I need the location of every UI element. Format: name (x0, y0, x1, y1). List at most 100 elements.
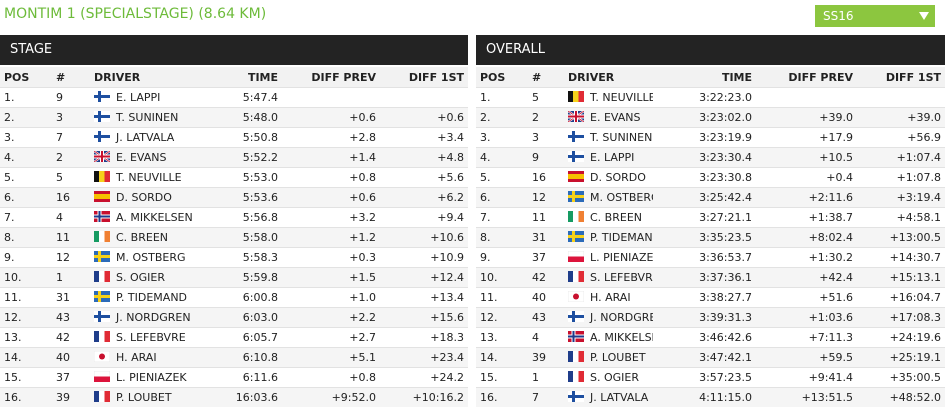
flag-icon (568, 231, 584, 242)
driver-name: E. LAPPI (116, 91, 161, 104)
diff-prev: +51.6 (756, 287, 857, 308)
driver-name: J. NORDGREN (116, 311, 191, 324)
result-row: 10. 1 S. OGIER 5:59.8 +1.5 +12.4 (0, 267, 468, 288)
flag-icon (568, 371, 584, 382)
driver-cell: J. LATVALA (564, 387, 653, 407)
flag-icon (568, 111, 584, 122)
position: 16. (0, 387, 52, 407)
driver-name: P. TIDEMAND (116, 291, 188, 304)
position: 6. (0, 187, 52, 208)
diff-prev: +0.8 (282, 167, 380, 188)
dropdown-value: SS16 (823, 9, 854, 23)
position: 10. (476, 267, 528, 288)
section-header: STAGE (0, 35, 468, 65)
car-number: 2 (528, 107, 564, 128)
time: 5:58.3 (194, 247, 282, 268)
result-row: 15. 1 S. OGIER 3:57:23.5 +9:41.4 +35:00.5 (476, 367, 945, 388)
diff-first: +56.9 (857, 127, 945, 148)
car-number: 39 (528, 347, 564, 368)
diff-prev: +8:02.4 (756, 227, 857, 248)
position: 3. (0, 127, 52, 148)
driver-name: A. MIKKELSEN (590, 331, 653, 344)
result-row: 14. 39 P. LOUBET 3:47:42.1 +59.5 +25:19.1 (476, 347, 945, 368)
time: 6:05.7 (194, 327, 282, 348)
time: 5:58.0 (194, 227, 282, 248)
car-number: 43 (52, 307, 90, 328)
position: 9. (476, 247, 528, 268)
driver-name: E. EVANS (590, 111, 641, 124)
driver-cell: M. OSTBERG (564, 187, 653, 208)
column-header: POS (476, 67, 528, 88)
result-row: 5. 16 D. SORDO 3:23:30.8 +0.4 +1:07.8 (476, 167, 945, 188)
diff-first: +14:30.7 (857, 247, 945, 268)
driver-cell: P. LOUBET (90, 387, 194, 407)
flag-icon (94, 211, 110, 222)
driver-name: S. OGIER (590, 371, 639, 384)
car-number: 16 (528, 167, 564, 188)
result-row: 14. 40 H. ARAI 6:10.8 +5.1 +23.4 (0, 347, 468, 368)
time: 3:23:30.8 (653, 167, 756, 188)
diff-prev: +13:51.5 (756, 387, 857, 407)
diff-prev: +0.4 (756, 167, 857, 188)
car-number: 4 (52, 207, 90, 228)
driver-name: S. LEFEBVRE (590, 271, 653, 284)
table-body: 1. 9 E. LAPPI 5:47.4 2. 3 T. SUNINEN 5:48.0 +0.6… (0, 87, 468, 407)
position: 11. (476, 287, 528, 308)
driver-cell: T. SUNINEN (564, 127, 653, 148)
diff-first: +23.4 (380, 347, 468, 368)
time: 6:10.8 (194, 347, 282, 368)
driver-cell: S. LEFEBVRE (90, 327, 194, 348)
flag-icon (94, 351, 110, 362)
car-number: 5 (528, 87, 564, 108)
diff-first: +5.6 (380, 167, 468, 188)
time: 5:52.2 (194, 147, 282, 168)
flag-icon (94, 291, 110, 302)
flag-icon (94, 331, 110, 342)
time: 3:37:36.1 (653, 267, 756, 288)
diff-first: +3.4 (380, 127, 468, 148)
result-row: 4. 9 E. LAPPI 3:23:30.4 +10.5 +1:07.4 (476, 147, 945, 168)
driver-cell: P. TIDEMAND (564, 227, 653, 248)
car-number: 11 (52, 227, 90, 248)
section-header: OVERALL (476, 35, 945, 65)
diff-first: +9.4 (380, 207, 468, 228)
driver-cell: J. LATVALA (90, 127, 194, 148)
time: 16:03.6 (194, 387, 282, 407)
driver-cell: L. PIENIAZEK (564, 247, 653, 268)
diff-first: +13.4 (380, 287, 468, 308)
position: 15. (476, 367, 528, 388)
position: 8. (476, 227, 528, 248)
stage-dropdown[interactable]: SS16 (815, 5, 935, 27)
column-header: DIFF 1ST (857, 67, 945, 88)
flag-icon (94, 231, 110, 242)
driver-cell: J. NORDGREN (90, 307, 194, 328)
dropdown-arrow (919, 12, 929, 20)
position: 1. (476, 87, 528, 108)
time: 5:47.4 (194, 87, 282, 108)
driver-cell: C. BREEN (90, 227, 194, 248)
driver-cell: L. PIENIAZEK (90, 367, 194, 388)
diff-first: +15.6 (380, 307, 468, 328)
diff-prev: +0.6 (282, 107, 380, 128)
driver-name: M. OSTBERG (116, 251, 186, 264)
flag-icon (568, 351, 584, 362)
result-row: 11. 31 P. TIDEMAND 6:00.8 +1.0 +13.4 (0, 287, 468, 308)
column-header: # (52, 67, 90, 88)
driver-name: H. ARAI (116, 351, 157, 364)
time: 3:22:23.0 (653, 87, 756, 108)
column-header: TIME (653, 67, 756, 88)
diff-prev: +1:03.6 (756, 307, 857, 328)
result-row: 12.43 J. NORDGREN3:39:31.3+1:03.6+17:08.3 (476, 307, 945, 328)
result-row: 10. 42 S. LEFEBVRE 3:37:36.1 +42.4 +15:13.1 (476, 267, 945, 288)
diff-prev: +2:11.6 (756, 187, 857, 208)
time: 3:23:19.9 (653, 127, 756, 148)
result-row: 2. 2 E. EVANS 3:23:02.0 +39.0 +39.0 (476, 107, 945, 128)
time: 5:59.8 (194, 267, 282, 288)
position: 15. (0, 367, 52, 388)
car-number: 42 (528, 267, 564, 288)
column-header: DRIVER (90, 67, 194, 88)
diff-prev: +1.0 (282, 287, 380, 308)
diff-prev: +9:41.4 (756, 367, 857, 388)
time: 5:56.8 (194, 207, 282, 228)
